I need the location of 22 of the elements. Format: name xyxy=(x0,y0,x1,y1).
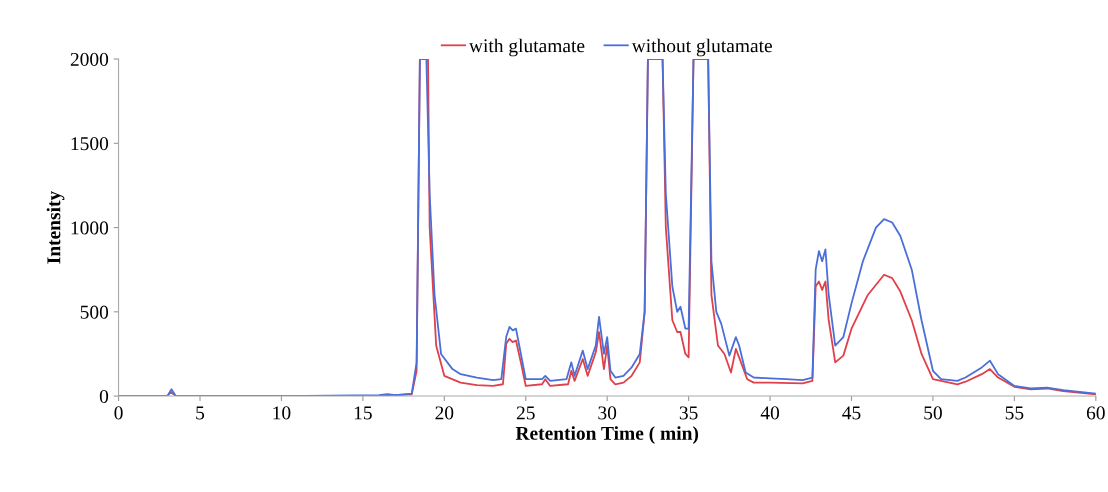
y-tick-label: 500 xyxy=(80,305,109,319)
x-tick-label: 15 xyxy=(354,406,372,420)
y-tick-label: 2000 xyxy=(70,52,109,66)
x-tick-label: 25 xyxy=(516,406,535,420)
legend-label: without glutamate xyxy=(631,38,772,57)
y-tick-label: 0 xyxy=(99,389,109,403)
legend-label: with glutamate xyxy=(468,38,585,57)
x-tick-label: 20 xyxy=(435,406,454,420)
x-tick-label: 55 xyxy=(1005,406,1024,420)
x-axis-title: Retention Time ( min) xyxy=(515,426,699,444)
x-tick-label: 5 xyxy=(196,406,205,420)
x-tick-label: 10 xyxy=(273,406,291,420)
x-tick-label: 60 xyxy=(1086,406,1105,420)
x-tick-label: 35 xyxy=(679,406,698,420)
x-tick-label: 30 xyxy=(598,406,617,420)
x-tick-label: 45 xyxy=(842,406,861,420)
x-tick-label: 40 xyxy=(760,406,780,420)
y-axis-title: Intensity xyxy=(46,191,65,264)
y-tick-label: 1500 xyxy=(71,137,109,151)
x-tick-label: 0 xyxy=(114,406,123,420)
x-tick-label: 50 xyxy=(924,406,942,420)
y-tick-label: 1000 xyxy=(71,221,109,235)
